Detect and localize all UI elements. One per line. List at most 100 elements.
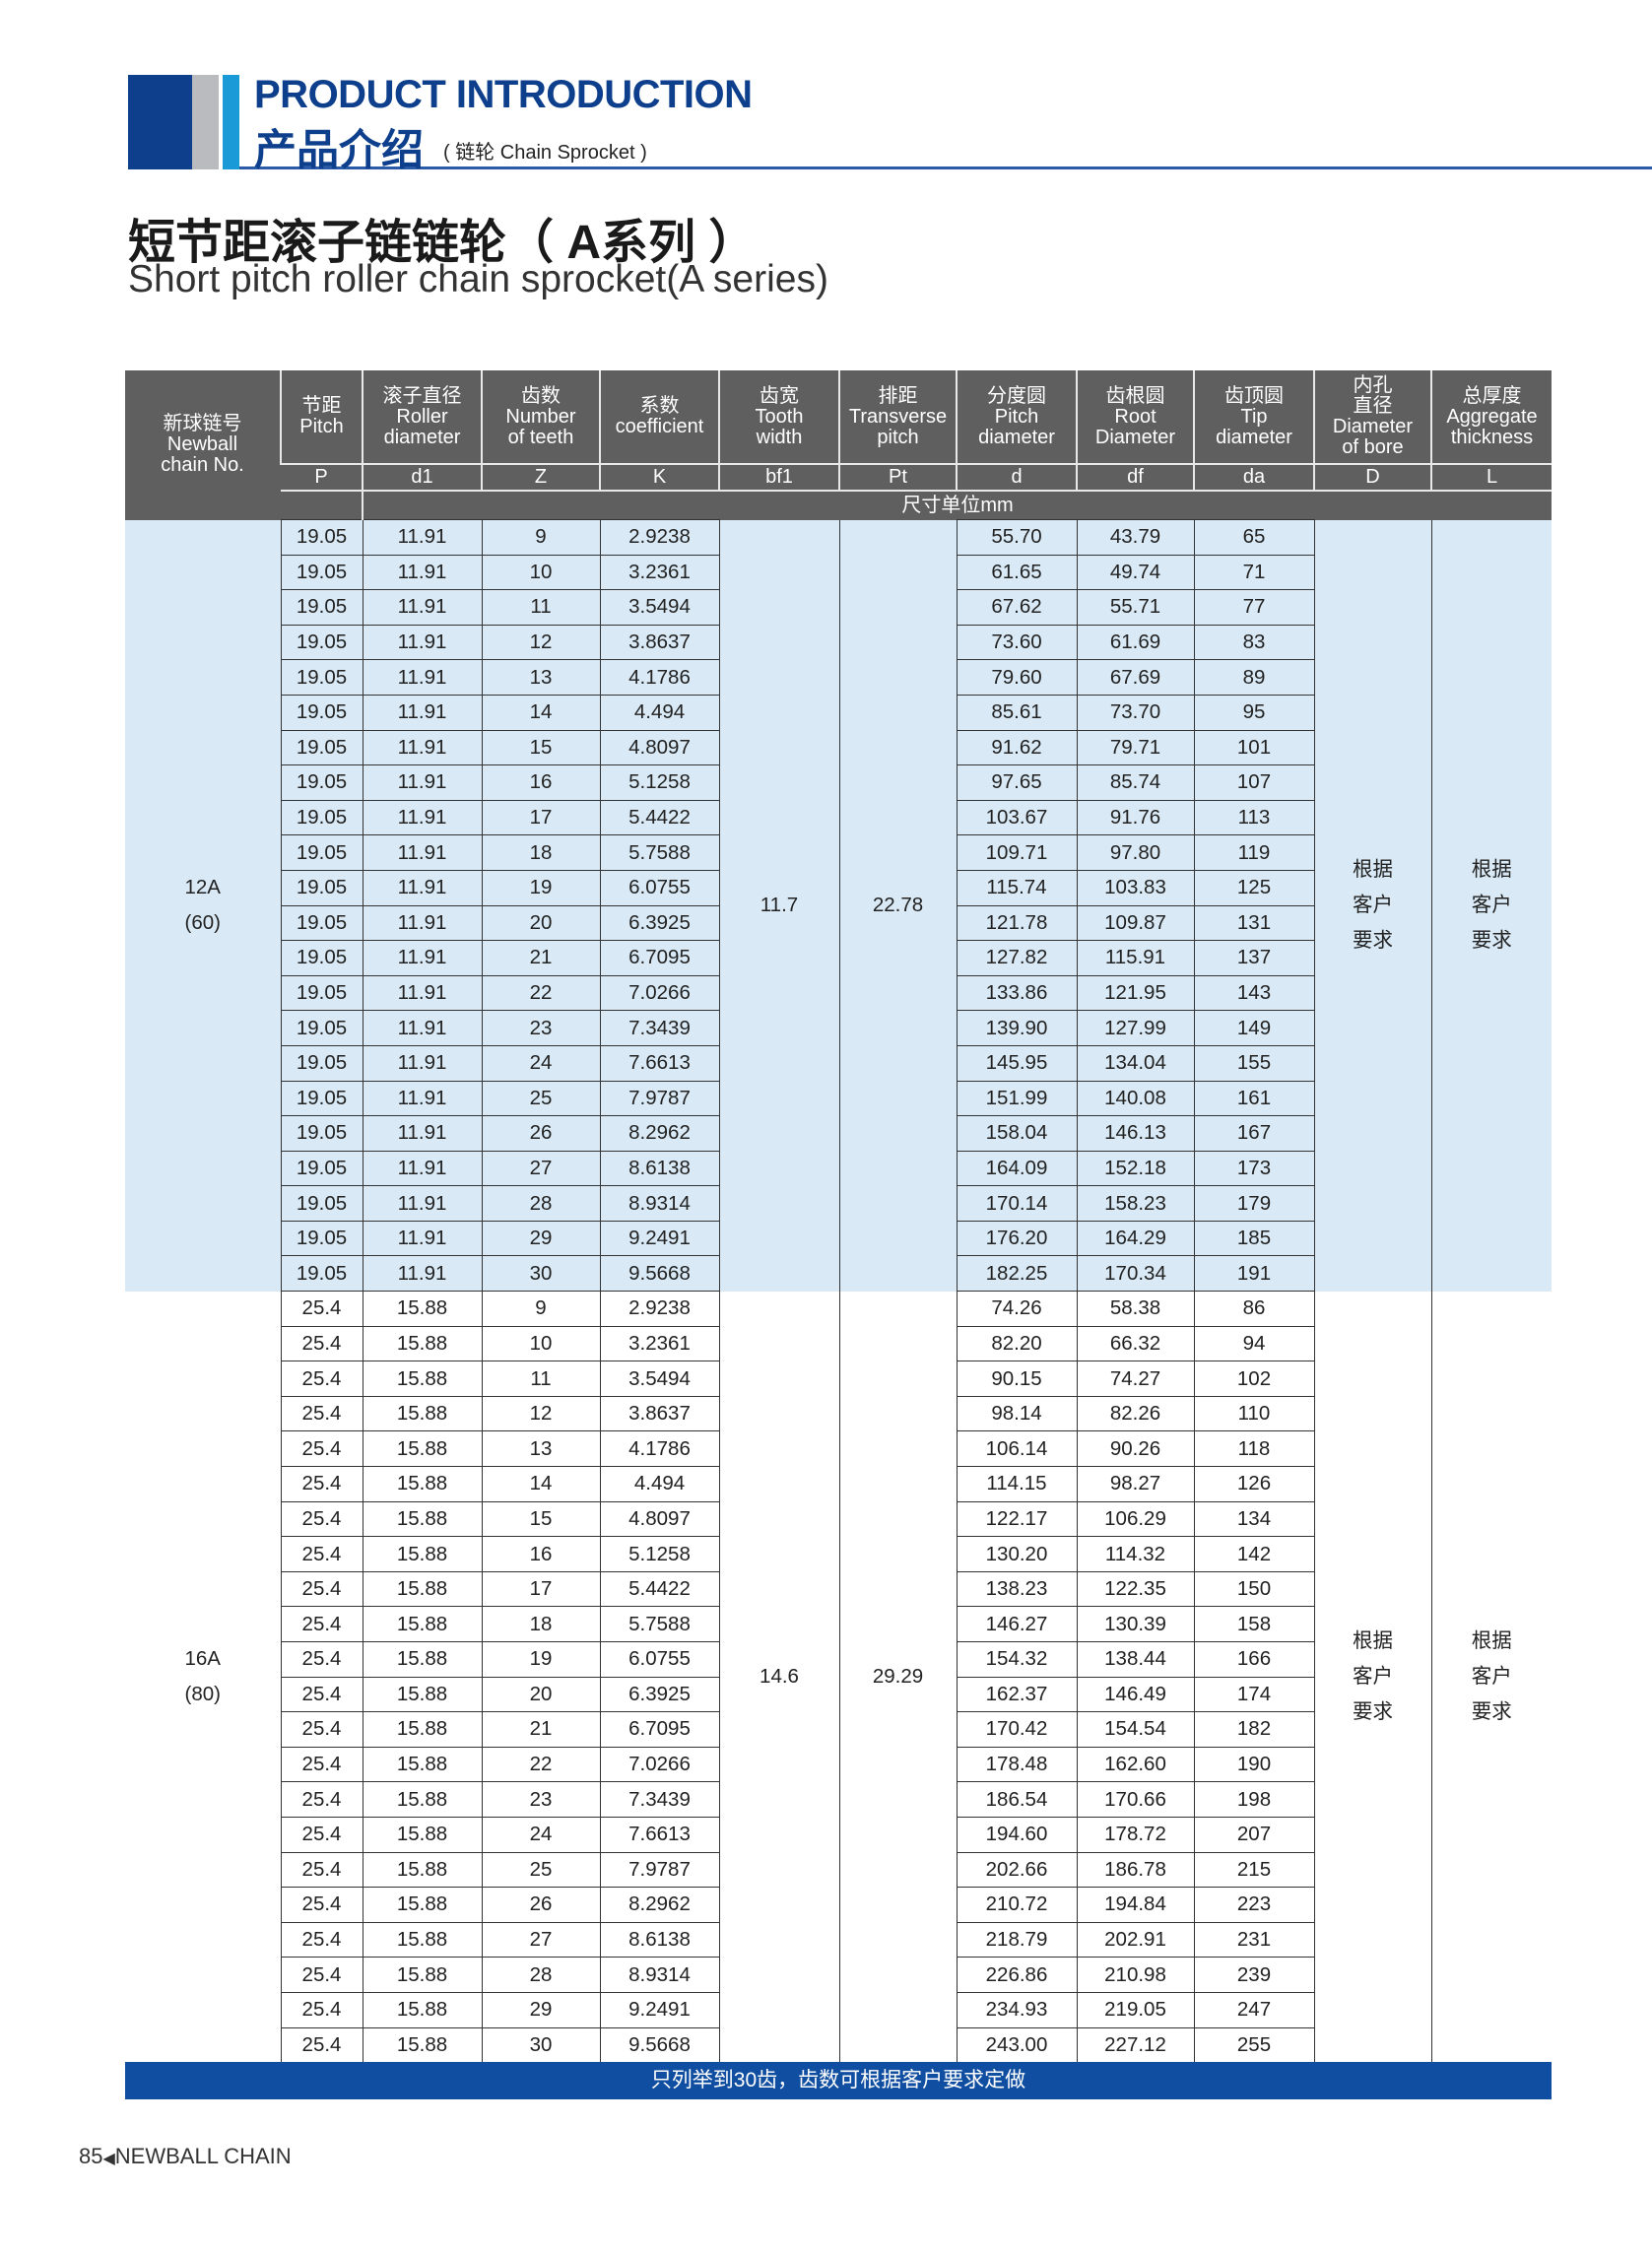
transverse-pitch-cell: 22.78 — [838, 519, 958, 1292]
roller-diameter-cell: 11.91 — [362, 729, 483, 766]
cell-line: 要求 — [1471, 1700, 1512, 1724]
teeth-cell: 11 — [481, 1361, 601, 1397]
cell-line: pitch — [877, 426, 919, 448]
roller-diameter-cell: 15.88 — [362, 1676, 483, 1713]
coefficient-cell: 9.2491 — [599, 1220, 720, 1257]
cell-line: 12A — [184, 876, 221, 899]
tooth-width-cell: 14.6 — [718, 1291, 840, 2063]
table-row: 19.05 11.91 18 5.7588 109.71 97.80 119 — [125, 834, 1552, 871]
tip-diameter-cell: 77 — [1193, 589, 1315, 626]
pitch-cell: 19.05 — [280, 869, 363, 906]
column-header: 新球链号 Newball chain No. — [125, 370, 281, 520]
tip-diameter-cell: 149 — [1193, 1010, 1315, 1046]
roller-diameter-cell: 11.91 — [362, 869, 483, 906]
tip-diameter-cell: 207 — [1193, 1816, 1315, 1853]
coefficient-cell: 4.494 — [599, 694, 720, 731]
pitch-diameter-cell: 130.20 — [956, 1536, 1078, 1572]
roller-diameter-cell: 11.91 — [362, 659, 483, 696]
pitch-cell: 19.05 — [280, 1115, 363, 1152]
coefficient-cell: 9.5668 — [599, 2026, 720, 2064]
header-row-units: 尺寸单位mm — [125, 490, 1552, 520]
table-row: 19.05 11.91 10 3.2361 61.65 49.74 71 — [125, 554, 1552, 591]
coefficient-cell: 9.5668 — [599, 1255, 720, 1293]
tip-diameter-cell: 255 — [1193, 2026, 1315, 2064]
root-diameter-cell: 146.49 — [1076, 1676, 1195, 1713]
root-diameter-cell: 178.72 — [1076, 1816, 1195, 1853]
roller-diameter-cell: 11.91 — [362, 1255, 483, 1293]
roller-diameter-cell: 15.88 — [362, 1746, 483, 1783]
teeth-cell: 12 — [481, 1395, 601, 1432]
coefficient-cell: 7.9787 — [599, 1851, 720, 1889]
table-row: 25.4 15.88 15 4.8097 122.17 106.29 134 — [125, 1500, 1552, 1538]
tip-diameter-cell: 71 — [1193, 554, 1315, 591]
table-row: 25.4 15.88 21 6.7095 170.42 154.54 182 — [125, 1711, 1552, 1748]
cell-line: 系数 — [639, 395, 680, 417]
cell-line: Aggregate — [1446, 405, 1538, 428]
table-row: 25.4 15.88 17 5.4422 138.23 122.35 150 — [125, 1570, 1552, 1608]
root-diameter-cell: 74.27 — [1076, 1361, 1195, 1397]
teeth-cell: 17 — [481, 1570, 601, 1608]
roller-diameter-cell: 11.91 — [362, 904, 483, 942]
pitch-diameter-cell: 243.00 — [956, 2026, 1078, 2064]
root-diameter-cell: 146.13 — [1076, 1115, 1195, 1152]
coefficient-cell: 5.4422 — [599, 1570, 720, 1608]
pitch-cell: 19.05 — [280, 1255, 363, 1293]
roller-diameter-cell: 11.91 — [362, 519, 483, 556]
coefficient-cell: 7.3439 — [599, 1010, 720, 1046]
teeth-cell: 15 — [481, 729, 601, 766]
table-row: 25.4 15.88 30 9.5668 243.00 227.12 255 — [125, 2026, 1552, 2064]
pitch-diameter-cell: 145.95 — [956, 1044, 1078, 1082]
cell-line: 16A — [184, 1647, 221, 1671]
table-row: 19.05 11.91 29 9.2491 176.20 164.29 185 — [125, 1220, 1552, 1257]
pitch-cell: 19.05 — [280, 1220, 363, 1257]
column-symbol: d — [956, 463, 1077, 491]
pitch-cell: 19.05 — [280, 1185, 363, 1222]
tip-diameter-cell: 179 — [1193, 1185, 1315, 1222]
roller-diameter-cell: 15.88 — [362, 1921, 483, 1958]
tip-diameter-cell: 95 — [1193, 694, 1315, 731]
coefficient-cell: 6.7095 — [599, 1711, 720, 1748]
teeth-cell: 20 — [481, 1676, 601, 1713]
tip-diameter-cell: 185 — [1193, 1220, 1315, 1257]
unit-label: 尺寸单位mm — [362, 490, 1552, 520]
pitch-cell: 25.4 — [280, 1430, 363, 1468]
pitch-cell: 25.4 — [280, 1466, 363, 1502]
table-row: 25.4 15.88 29 9.2491 234.93 219.05 247 — [125, 1991, 1552, 2028]
pitch-cell: 19.05 — [280, 1150, 363, 1187]
root-diameter-cell: 115.91 — [1076, 940, 1195, 976]
pitch-diameter-cell: 109.71 — [956, 834, 1078, 871]
column-symbol: L — [1430, 463, 1552, 491]
root-diameter-cell: 202.91 — [1076, 1921, 1195, 1958]
roller-diameter-cell: 11.91 — [362, 694, 483, 731]
coefficient-cell: 5.1258 — [599, 764, 720, 801]
teeth-cell: 26 — [481, 1887, 601, 1923]
cell-line: diameter — [978, 426, 1055, 448]
pitch-diameter-cell: 226.86 — [956, 1957, 1078, 1993]
pitch-cell: 25.4 — [280, 1570, 363, 1608]
teeth-cell: 25 — [481, 1080, 601, 1117]
root-diameter-cell: 134.04 — [1076, 1044, 1195, 1082]
cell-line: Tip — [1240, 405, 1268, 428]
roller-diameter-cell: 15.88 — [362, 1500, 483, 1538]
column-symbol: K — [599, 463, 719, 491]
teeth-cell: 13 — [481, 1430, 601, 1468]
roller-diameter-cell: 11.91 — [362, 834, 483, 871]
roller-diameter-cell: 15.88 — [362, 1816, 483, 1853]
tip-diameter-cell: 89 — [1193, 659, 1315, 696]
root-diameter-cell: 127.99 — [1076, 1010, 1195, 1046]
pitch-diameter-cell: 146.27 — [956, 1606, 1078, 1642]
table-row: 25.4 15.88 16 5.1258 130.20 114.32 142 — [125, 1536, 1552, 1572]
tip-diameter-cell: 223 — [1193, 1887, 1315, 1923]
teeth-cell: 26 — [481, 1115, 601, 1152]
roller-diameter-cell: 15.88 — [362, 1361, 483, 1397]
roller-diameter-cell: 15.88 — [362, 1291, 483, 1327]
table-row: 25.4 15.88 23 7.3439 186.54 170.66 198 — [125, 1781, 1552, 1818]
teeth-cell: 9 — [481, 1291, 601, 1327]
header-row-labels: 新球链号 Newball chain No. 节距 Pitch 滚子直径 Roller dia… — [125, 370, 1552, 520]
pitch-cell: 19.05 — [280, 694, 363, 731]
table-row: 12A (60) 19.05 11.91 9 2.9238 11.7 22.78 55.70 43… — [125, 519, 1552, 1292]
teeth-cell: 13 — [481, 659, 601, 696]
tip-diameter-cell: 182 — [1193, 1711, 1315, 1748]
tip-diameter-cell: 119 — [1193, 834, 1315, 871]
